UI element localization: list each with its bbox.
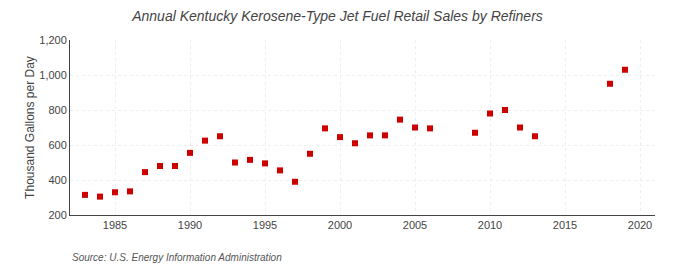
- svg-text:2000: 2000: [328, 219, 352, 231]
- svg-text:1,000: 1,000: [39, 69, 67, 81]
- svg-text:2015: 2015: [553, 219, 577, 231]
- svg-text:Thousand Gallons per Day: Thousand Gallons per Day: [23, 56, 37, 199]
- svg-text:1990: 1990: [178, 219, 202, 231]
- svg-text:2005: 2005: [403, 219, 427, 231]
- svg-text:600: 600: [48, 139, 66, 151]
- svg-text:800: 800: [48, 104, 66, 116]
- svg-text:200: 200: [48, 209, 66, 221]
- svg-text:Source: U.S. Energy Informatio: Source: U.S. Energy Information Administ…: [72, 252, 282, 263]
- svg-text:1995: 1995: [253, 219, 277, 231]
- svg-text:400: 400: [48, 174, 66, 186]
- svg-text:1,200: 1,200: [39, 34, 67, 46]
- svg-text:2020: 2020: [628, 219, 652, 231]
- svg-text:2010: 2010: [478, 219, 502, 231]
- svg-text:1985: 1985: [103, 219, 127, 231]
- svg-text:Annual Kentucky Kerosene-Type: Annual Kentucky Kerosene-Type Jet Fuel R…: [131, 8, 543, 24]
